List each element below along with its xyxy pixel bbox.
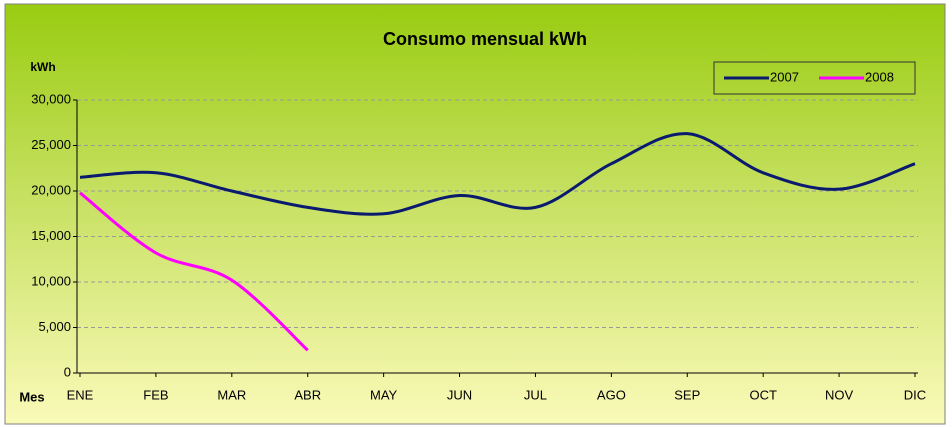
series-line — [79, 132, 916, 216]
legend: 2007 2008 — [713, 61, 916, 95]
x-tick-label: MAY — [370, 387, 398, 402]
axes: 0 5,000 10,000 15,000 20,000 25,000 30,000 ENE F… — [31, 91, 926, 402]
x-axis-label: Mes — [19, 389, 44, 404]
y-tick-label: 15,000 — [31, 228, 71, 243]
x-tick-label: JUN — [447, 387, 472, 402]
x-tick-label: AGO — [597, 387, 626, 402]
legend-box — [713, 61, 916, 95]
y-tick-label: 5,000 — [38, 319, 71, 334]
x-tick-label: DIC — [904, 387, 926, 402]
series-line — [79, 191, 309, 352]
x-tick-label: FEB — [143, 387, 168, 402]
x-tick-label: SEP — [674, 387, 700, 402]
y-tick-label: 25,000 — [31, 137, 71, 152]
x-tick-label: MAR — [217, 387, 246, 402]
grid — [77, 99, 918, 328]
legend-label: 2008 — [865, 69, 894, 84]
chart-title: Consumo mensual kWh — [383, 29, 587, 49]
lines — [79, 132, 916, 352]
legend-label: 2007 — [770, 69, 799, 84]
x-tick-label: JUL — [524, 387, 547, 402]
y-tick-label: 10,000 — [31, 273, 71, 288]
y-tick-label: 0 — [64, 364, 71, 379]
chart-background — [4, 3, 946, 425]
y-axis-label: kWh — [30, 60, 55, 74]
y-tick-label: 20,000 — [31, 182, 71, 197]
y-tick-label: 30,000 — [31, 91, 71, 106]
x-tick-label: NOV — [825, 387, 854, 402]
x-tick-label: ENE — [67, 387, 94, 402]
x-tick-label: OCT — [749, 387, 777, 402]
x-tick-label: ABR — [294, 387, 321, 402]
